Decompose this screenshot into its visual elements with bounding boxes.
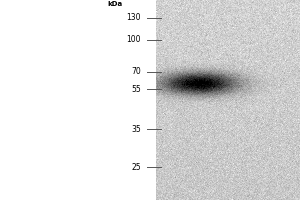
- Text: 25: 25: [131, 162, 141, 171]
- Text: 55: 55: [131, 85, 141, 94]
- Text: 70: 70: [131, 68, 141, 76]
- Text: 100: 100: [127, 36, 141, 45]
- Text: kDa: kDa: [108, 1, 123, 7]
- Text: 130: 130: [127, 14, 141, 22]
- Text: 35: 35: [131, 124, 141, 134]
